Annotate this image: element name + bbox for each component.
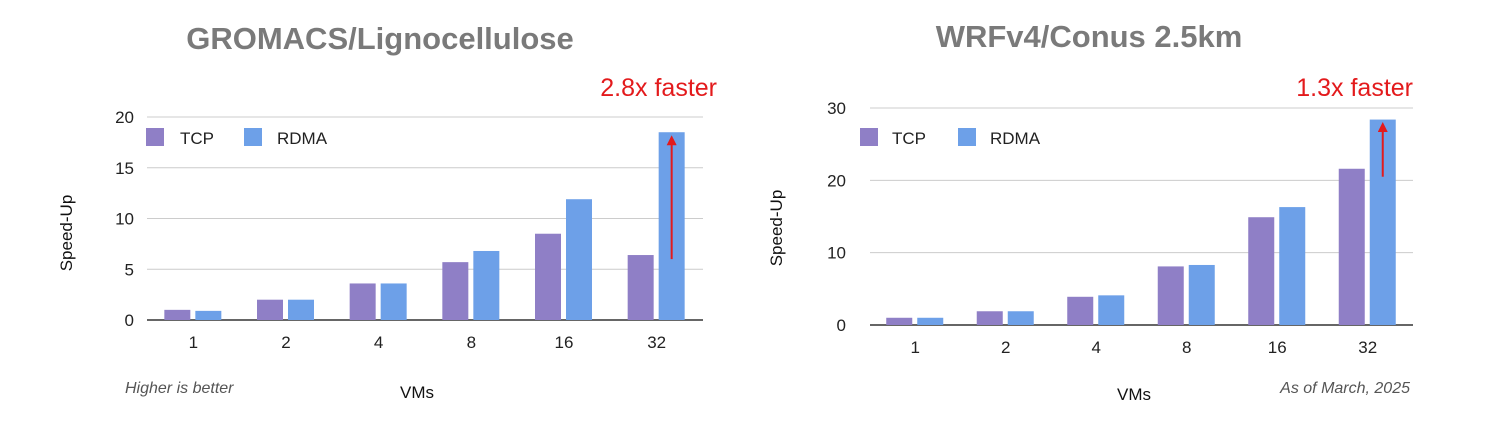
- y-axis-label: Speed-Up: [767, 190, 786, 267]
- bar-rdma-4: [1098, 295, 1125, 325]
- footnote: Higher is better: [125, 380, 234, 397]
- y-tick-label: 20: [827, 171, 846, 190]
- y-tick-label: 5: [125, 260, 134, 279]
- x-axis-label: VMs: [1117, 385, 1151, 404]
- x-tick-label: 1: [911, 338, 920, 357]
- bar-rdma-1: [917, 317, 944, 325]
- bar-rdma-2: [1007, 311, 1034, 325]
- legend-label-rdma: RDMA: [990, 129, 1041, 148]
- bar-tcp-16: [1248, 217, 1275, 325]
- y-tick-label: 30: [827, 99, 846, 118]
- bar-rdma-4: [380, 283, 407, 320]
- bars: [164, 132, 685, 320]
- y-axis-label: Speed-Up: [57, 195, 76, 272]
- bar-rdma-8: [473, 250, 500, 320]
- x-tick-label: 32: [1358, 338, 1377, 357]
- annotation-label: 1.3x faster: [1296, 74, 1413, 102]
- x-tick-label: 2: [1001, 338, 1010, 357]
- y-tick-label: 20: [115, 108, 134, 127]
- x-tick-label: 4: [1092, 338, 1101, 357]
- x-axis-label: VMs: [400, 383, 434, 402]
- legend-swatch-tcp: [860, 128, 878, 146]
- x-tick-label: 16: [555, 333, 574, 352]
- annotation-label: 2.8x faster: [600, 74, 717, 102]
- bar-tcp-8: [442, 262, 469, 320]
- x-tick-label: 8: [1182, 338, 1191, 357]
- bar-tcp-32: [627, 255, 654, 320]
- legend-label-rdma: RDMA: [277, 129, 328, 148]
- chart-title: WRFv4/Conus 2.5km: [936, 19, 1243, 54]
- legend-swatch-rdma: [244, 128, 262, 146]
- bar-rdma-16: [1279, 207, 1306, 325]
- bar-tcp-4: [349, 283, 376, 320]
- x-tick-label: 2: [281, 333, 290, 352]
- chart-wrf: WRFv4/Conus 2.5km Speed-Up VMs As of Mar…: [767, 19, 1413, 404]
- legend-swatch-tcp: [146, 128, 164, 146]
- legend: TCP RDMA: [146, 128, 328, 148]
- y-tick-label: 10: [115, 210, 134, 229]
- x-tick-label: 16: [1268, 338, 1287, 357]
- chart-title: GROMACS/Lignocellulose: [186, 21, 574, 56]
- bar-tcp-16: [535, 233, 561, 320]
- gridlines: [147, 116, 703, 321]
- bar-tcp-32: [1338, 168, 1365, 325]
- bar-tcp-2: [976, 311, 1003, 325]
- legend-label-tcp: TCP: [892, 129, 926, 148]
- bar-rdma-2: [288, 299, 314, 320]
- bar-tcp-4: [1067, 296, 1094, 325]
- y-tick-label: 10: [827, 244, 846, 263]
- x-tick-label: 32: [647, 333, 666, 352]
- axis-ticks: 0 10 20 30 1 2 4 8 16 32: [827, 99, 1377, 357]
- bar-tcp-8: [1157, 266, 1184, 325]
- bar-tcp-2: [257, 299, 283, 320]
- bar-tcp-1: [886, 317, 913, 325]
- bar-rdma-1: [195, 310, 222, 320]
- y-tick-label: 15: [115, 159, 134, 178]
- y-tick-label: 0: [125, 311, 134, 330]
- bar-tcp-1: [164, 309, 191, 320]
- footnote: As of March, 2025: [1279, 380, 1410, 397]
- bars: [886, 119, 1396, 325]
- bar-rdma-16: [566, 199, 592, 320]
- y-tick-label: 0: [837, 316, 846, 335]
- gridlines: [870, 107, 1413, 326]
- bar-rdma-8: [1188, 264, 1215, 325]
- legend-label-tcp: TCP: [180, 129, 214, 148]
- legend-swatch-rdma: [958, 128, 976, 146]
- legend: TCP RDMA: [860, 128, 1041, 148]
- x-tick-label: 4: [374, 333, 383, 352]
- chart-gromacs: GROMACS/Lignocellulose Speed-Up VMs High…: [57, 21, 717, 402]
- x-tick-label: 8: [467, 333, 476, 352]
- x-tick-label: 1: [189, 333, 198, 352]
